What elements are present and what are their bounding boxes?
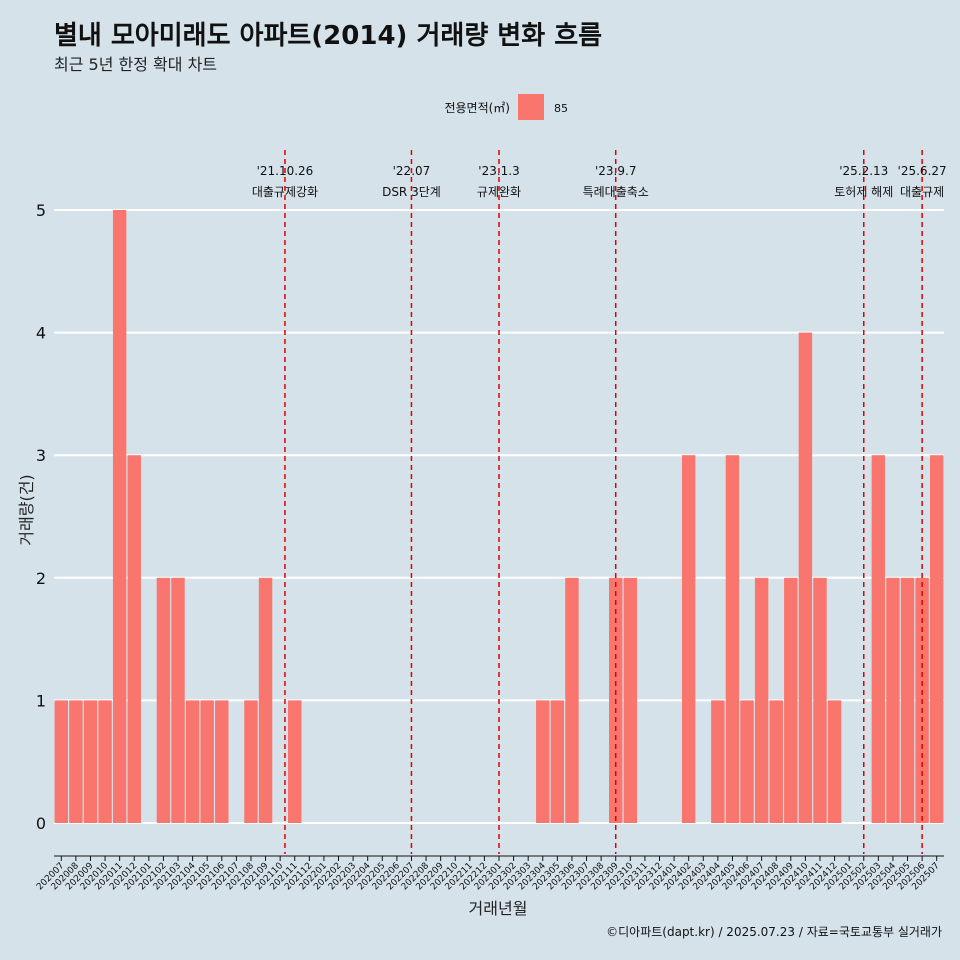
y-tick-label: 5	[36, 201, 46, 220]
bar	[711, 700, 725, 823]
chart-subtitle: 최근 5년 한정 확대 차트	[54, 55, 217, 74]
event-date-label: '22.07	[393, 164, 431, 178]
event-date-label: '21.10.26	[257, 164, 314, 178]
bar	[565, 577, 579, 823]
event-date-label: '25.6.27	[898, 164, 947, 178]
legend-title: 전용면적(㎡)	[444, 101, 510, 115]
y-axis: 0 1 2 3 4 5	[36, 201, 46, 833]
y-tick-label: 1	[36, 691, 46, 710]
bar	[156, 577, 171, 823]
bar	[185, 700, 200, 823]
event-date-label: '25.2.13	[839, 164, 888, 178]
event-name-label: 특례대출축소	[583, 185, 649, 199]
bar	[929, 455, 944, 823]
x-axis: 2020072020082020092020102020112020122021…	[35, 855, 944, 892]
bar	[536, 700, 550, 823]
bar	[813, 577, 827, 823]
event-date-label: '23.1.3	[478, 164, 519, 178]
bar	[200, 700, 214, 823]
event-name-label: 토허제 해제	[834, 185, 893, 199]
event-name-label: 대출규제	[900, 185, 944, 199]
bar	[725, 455, 740, 823]
event-name-label: 규제완화	[477, 185, 521, 199]
bar	[827, 700, 842, 823]
bar	[244, 700, 258, 823]
chart-title: 별내 모아미래도 아파트(2014) 거래량 변화 흐름	[54, 21, 602, 51]
y-tick-label: 3	[36, 446, 46, 465]
bar	[798, 332, 813, 823]
y-axis-title: 거래량(건)	[17, 474, 36, 545]
bar	[54, 700, 69, 823]
bar	[215, 700, 229, 823]
x-axis-title: 거래년월	[469, 899, 528, 918]
bar	[740, 700, 754, 823]
bar	[98, 700, 112, 823]
bar	[288, 700, 302, 823]
bar	[127, 455, 141, 823]
bar	[623, 577, 638, 823]
bars	[54, 210, 944, 823]
y-tick-label: 0	[36, 814, 46, 833]
legend-label: 85	[554, 102, 568, 115]
bar	[258, 577, 273, 823]
y-tick-label: 4	[36, 324, 46, 343]
event-name-label: DSR 3단계	[382, 185, 441, 199]
y-tick-label: 2	[36, 569, 46, 588]
bar	[83, 700, 98, 823]
legend: 전용면적(㎡) 85	[444, 94, 568, 120]
event-markers: '21.10.26 대출규제강화 '22.07 DSR 3단계 '23.1.3 규제완화 '…	[252, 150, 947, 854]
bar	[886, 577, 900, 823]
bar	[871, 455, 886, 823]
bar	[550, 700, 565, 823]
bar	[171, 577, 185, 823]
bar	[112, 210, 127, 823]
bar	[754, 577, 769, 823]
bar	[681, 455, 696, 823]
bar	[900, 577, 915, 823]
event-date-label: '23.9.7	[595, 164, 636, 178]
source-caption: ©디아파트(dapt.kr) / 2025.07.23 / 자료=국토교통부 실…	[606, 925, 942, 939]
bar	[784, 577, 798, 823]
legend-swatch	[518, 94, 544, 120]
event-name-label: 대출규제강화	[252, 185, 318, 199]
bar	[769, 700, 783, 823]
bar	[69, 700, 83, 823]
